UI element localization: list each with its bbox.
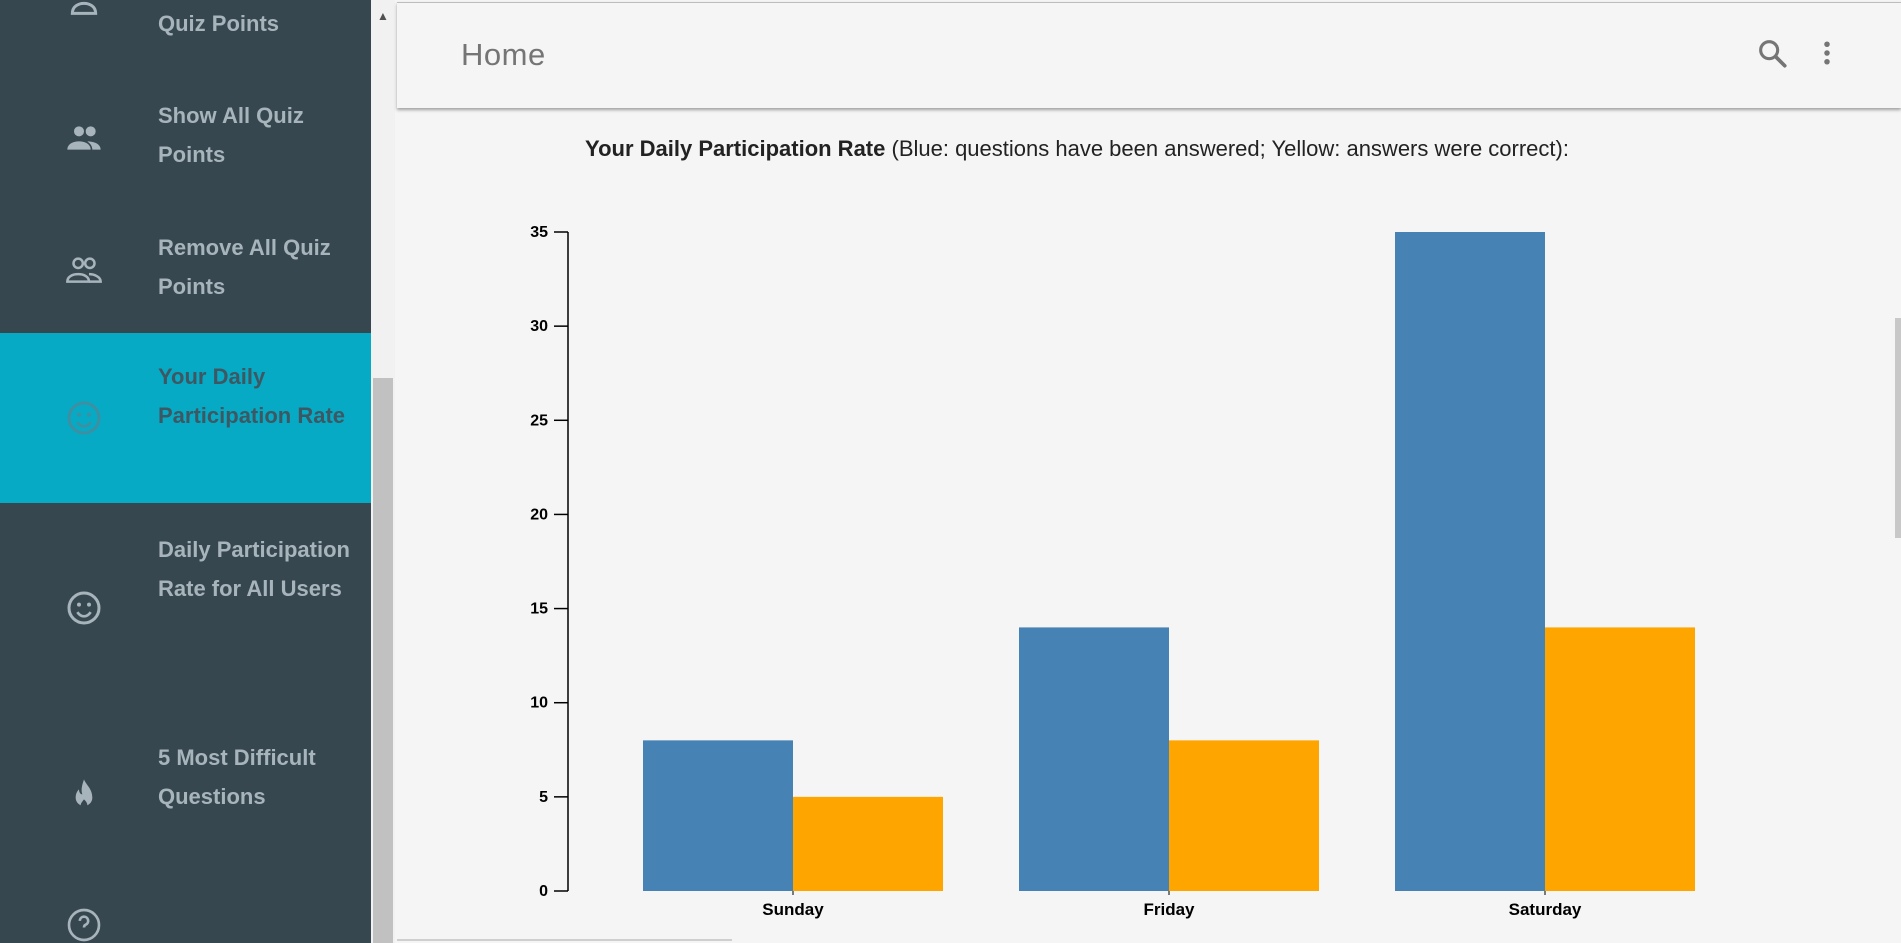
y-tick-label: 10	[530, 695, 548, 712]
chart-caption: Your Daily Participation Rate (Blue: que…	[397, 136, 1757, 162]
scroll-up-arrow-icon[interactable]: ▲	[377, 9, 389, 23]
help-circle-icon	[64, 905, 104, 943]
search-icon[interactable]	[1752, 33, 1792, 73]
sidebar-item-your-daily-participation-rate[interactable]: Your Daily Participation Rate	[0, 333, 371, 503]
people-outline-icon	[64, 250, 104, 290]
bar-sunday-series-2	[793, 796, 943, 891]
app-header: Home	[397, 2, 1901, 108]
main-content: Your Daily Participation Rate (Blue: que…	[397, 110, 1877, 940]
sidebar-item-label: Show All Quiz Points	[158, 103, 304, 167]
smiley-icon	[64, 398, 104, 438]
y-tick-label: 20	[530, 506, 548, 523]
sidebar-item-quiz-points[interactable]: Quiz Points	[0, 0, 371, 44]
sidebar-scrollbar-thumb[interactable]	[373, 378, 393, 943]
smiley-icon	[64, 588, 104, 628]
bar-saturday-series-1	[1395, 232, 1545, 891]
y-tick-label: 5	[539, 789, 548, 806]
main-scrollbar-thumb[interactable]	[1895, 318, 1901, 538]
sidebar-item-label: Quiz Points	[158, 11, 279, 36]
sidebar-item-show-all-quiz-points[interactable]: Show All Quiz Points	[0, 96, 371, 182]
more-vert-icon[interactable]	[1807, 33, 1847, 73]
sidebar-item-daily-participation-rate-all-users[interactable]: Daily Participation Rate for All Users	[0, 530, 371, 686]
sidebar-item-label: Remove All Quiz Points	[158, 235, 331, 299]
participation-bar-chart: 0 5 10 15 20 25 30 35 Sunday Friday Saturday	[530, 224, 1695, 919]
sidebar-item-remove-all-quiz-points[interactable]: Remove All Quiz Points	[0, 228, 371, 314]
horizontal-scrollbar[interactable]	[397, 939, 732, 941]
people-icon	[64, 118, 104, 158]
chart-caption-legend: (Blue: questions have been answered; Yel…	[885, 136, 1569, 161]
sidebar-item-label: Daily Participation Rate for All Users	[158, 537, 350, 601]
x-tick-label: Saturday	[1509, 900, 1582, 919]
y-tick-label: 35	[530, 224, 548, 241]
y-tick-label: 25	[530, 412, 548, 429]
bar-friday-series-1	[1019, 627, 1169, 891]
y-tick-label: 0	[539, 883, 548, 900]
sidebar-item-label: Your Daily Participation Rate	[158, 364, 346, 428]
y-tick-label: 30	[530, 318, 548, 335]
sidebar-item-help[interactable]	[0, 905, 371, 943]
y-tick-label: 15	[530, 601, 548, 618]
bar-sunday-series-1	[643, 740, 793, 891]
x-tick-label: Sunday	[762, 900, 824, 919]
bar-saturday-series-2	[1545, 627, 1695, 891]
sidebar-item-5-most-difficult-questions[interactable]: 5 Most Difficult Questions	[0, 738, 371, 856]
sidebar-item-label: 5 Most Difficult Questions	[158, 745, 316, 809]
person-icon	[64, 0, 104, 20]
flame-icon	[64, 776, 104, 816]
page-title: Home	[461, 37, 546, 72]
sidebar: Quiz Points Show All Quiz Points Remove …	[0, 0, 371, 943]
bar-friday-series-2	[1169, 740, 1319, 891]
chart-caption-title: Your Daily Participation Rate	[585, 136, 886, 161]
x-tick-label: Friday	[1143, 900, 1195, 919]
